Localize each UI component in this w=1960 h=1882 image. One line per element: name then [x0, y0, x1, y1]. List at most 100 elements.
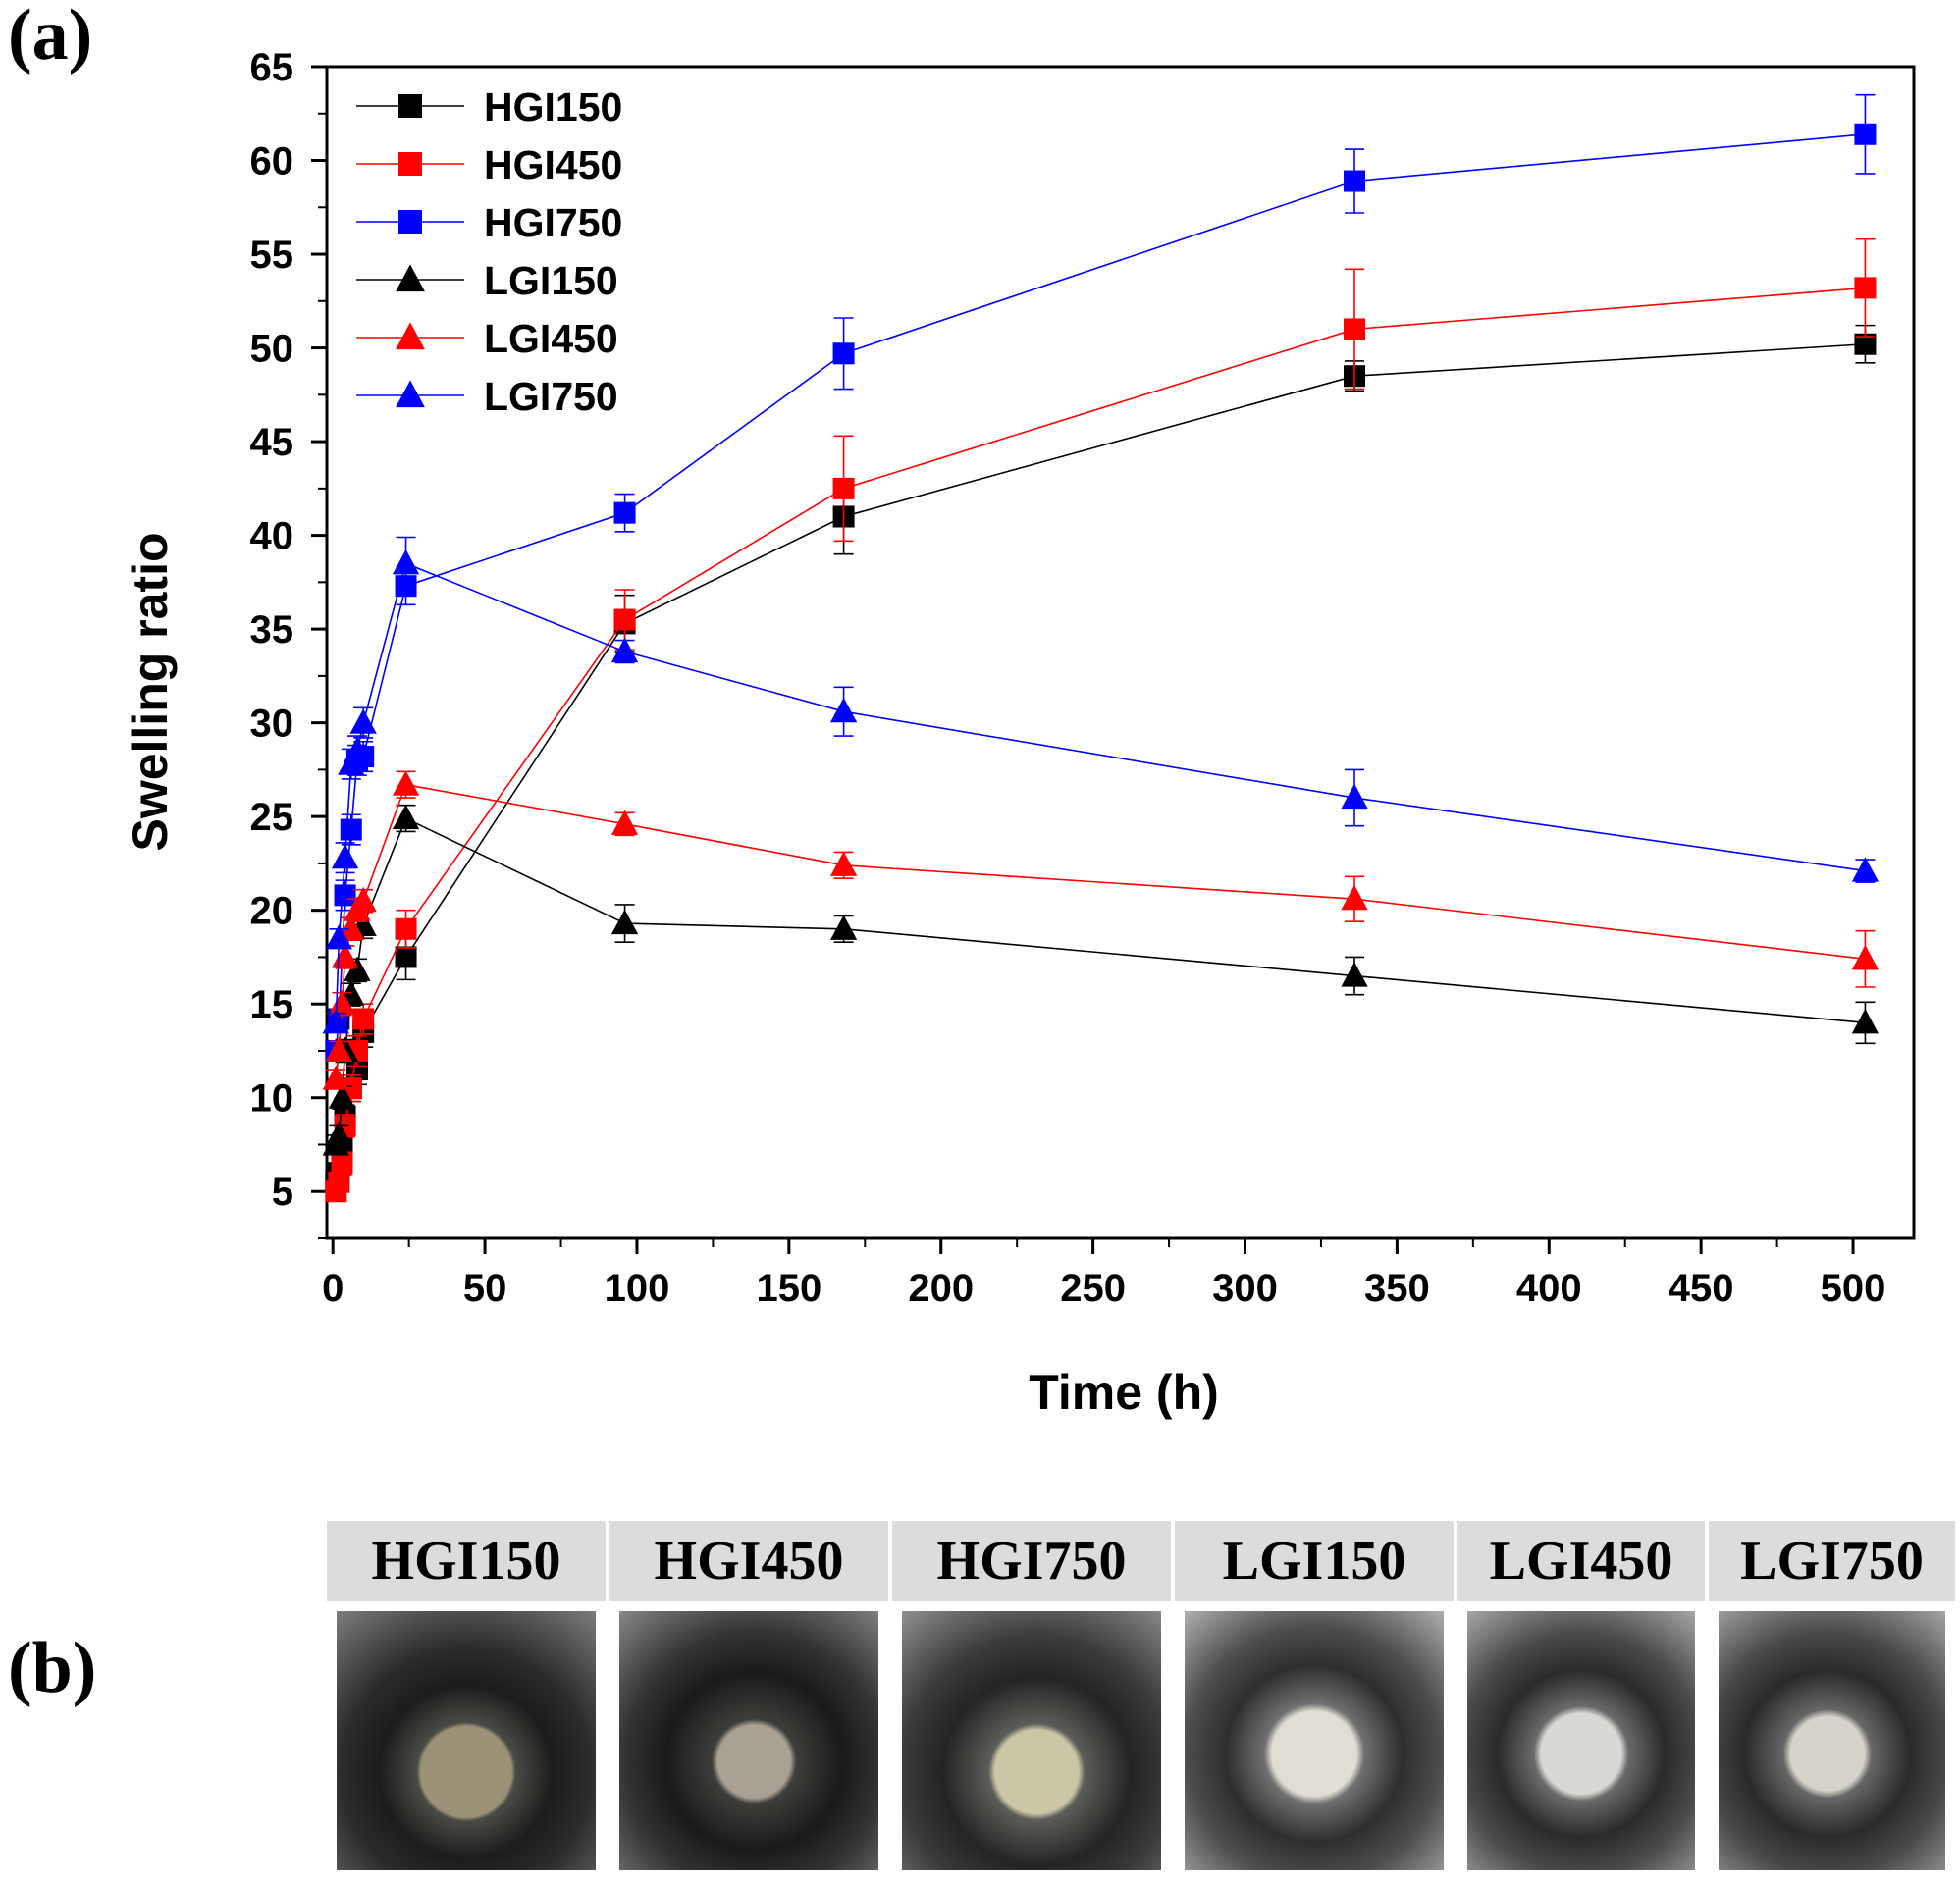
- data-point-lgi750: [325, 924, 353, 950]
- panel-b-label: (b): [8, 1628, 97, 1708]
- legend-label: HGI750: [484, 200, 622, 245]
- data-point-hgi750: [340, 818, 362, 841]
- sample-photo-hgi450: [619, 1611, 878, 1870]
- x-tick-label: 500: [1821, 1267, 1886, 1310]
- x-tick-label: 200: [908, 1267, 974, 1310]
- data-point-hgi450: [1344, 318, 1366, 340]
- series-line-hgi150: [335, 342, 1866, 1182]
- legend-marker: [396, 264, 425, 292]
- x-tick-label: 150: [756, 1267, 821, 1310]
- data-point-lgi450: [325, 1036, 353, 1063]
- legend-label: LGI150: [484, 258, 618, 303]
- y-tick-label: 35: [250, 608, 294, 652]
- y-tick-label: 25: [250, 796, 294, 839]
- legend-marker: [398, 152, 422, 176]
- plot-frame: [325, 65, 1916, 1240]
- x-axis-title: Time (h): [1029, 1365, 1219, 1420]
- sample-photo-lgi450: [1467, 1611, 1695, 1870]
- photo-cell-hgi750: HGI750: [892, 1521, 1171, 1876]
- data-point-lgi750: [1851, 857, 1880, 882]
- data-point-hgi450: [352, 1008, 375, 1030]
- data-point-lgi750: [829, 697, 858, 723]
- data-point-hgi750: [613, 501, 636, 524]
- data-point-lgi450: [610, 810, 639, 835]
- y-tick-label: 60: [250, 140, 294, 183]
- x-tick-label: 100: [605, 1267, 670, 1310]
- y-axis-title: Swelling ratio: [123, 532, 178, 851]
- y-tick-label: 40: [250, 515, 294, 558]
- series-line-lgi450: [335, 783, 1866, 1079]
- legend-label: LGI450: [484, 316, 618, 361]
- data-point-lgi150: [829, 915, 858, 940]
- y-tick-label: 30: [250, 703, 294, 746]
- data-point-lgi150: [325, 1121, 353, 1147]
- series-hgi150: [325, 324, 1877, 1193]
- photo-header-lgi450: LGI450: [1457, 1521, 1705, 1601]
- x-tick-label: 50: [463, 1267, 507, 1310]
- x-tick-label: 250: [1060, 1267, 1126, 1310]
- data-point-hgi450: [832, 477, 855, 499]
- data-point-lgi150: [328, 1083, 356, 1109]
- series-hgi450: [325, 237, 1877, 1203]
- data-point-lgi150: [1851, 1008, 1880, 1034]
- legend-marker: [398, 210, 422, 234]
- photo-header-hgi450: HGI450: [609, 1521, 888, 1601]
- y-tick-label: 10: [250, 1077, 294, 1121]
- data-point-lgi150: [392, 804, 420, 830]
- sample-photo-hgi150: [337, 1611, 596, 1870]
- data-point-lgi450: [1851, 945, 1880, 970]
- legend-marker: [396, 322, 425, 350]
- legend-marker: [396, 380, 425, 408]
- data-point-hgi450: [613, 608, 636, 631]
- photo-cell-lgi450: LGI450: [1457, 1521, 1705, 1876]
- data-point-lgi750: [344, 736, 371, 762]
- legend-label: HGI450: [484, 142, 622, 187]
- series-lgi750: [322, 536, 1880, 1034]
- x-tick-label: 400: [1516, 1267, 1582, 1310]
- photo-cell-hgi150: HGI150: [327, 1521, 606, 1876]
- x-tick-label: 0: [322, 1267, 344, 1310]
- series-lgi150: [322, 804, 1880, 1156]
- data-point-lgi450: [392, 770, 420, 796]
- data-point-lgi750: [349, 708, 377, 734]
- y-tick-label: 20: [250, 890, 294, 933]
- data-point-lgi750: [1341, 783, 1368, 810]
- data-point-hgi450: [1854, 277, 1877, 299]
- data-point-hgi750: [832, 342, 855, 365]
- data-point-lgi450: [1341, 884, 1368, 911]
- sample-photo-hgi750: [902, 1611, 1161, 1870]
- sample-photo-lgi750: [1719, 1611, 1945, 1870]
- photo-cell-lgi750: LGI750: [1709, 1521, 1955, 1876]
- data-point-hgi150: [395, 946, 417, 968]
- photo-cell-hgi450: HGI450: [609, 1521, 888, 1876]
- data-point-lgi150: [344, 956, 371, 981]
- data-point-hgi750: [1854, 123, 1877, 145]
- y-tick-label: 45: [250, 421, 294, 464]
- x-tick-label: 350: [1364, 1267, 1430, 1310]
- series-line-lgi750: [335, 562, 1866, 1023]
- data-point-hgi150: [1854, 333, 1877, 355]
- data-point-lgi150: [1341, 962, 1368, 987]
- series-lgi450: [322, 770, 1880, 1090]
- data-point-lgi450: [322, 1065, 349, 1090]
- y-tick-label: 15: [250, 983, 294, 1026]
- y-tick-label: 65: [250, 46, 294, 89]
- data-point-hgi450: [328, 1171, 350, 1193]
- chart-legend: HGI150 HGI450 HGI750 LGI150 LGI450 LGI750: [356, 84, 622, 419]
- y-tick-label: 55: [250, 234, 294, 277]
- sample-photo-strip: HGI150 HGI450 HGI750 LGI150 LGI450 LGI75…: [327, 1521, 1955, 1876]
- data-point-lgi450: [349, 886, 377, 913]
- photo-cell-lgi150: LGI150: [1175, 1521, 1454, 1876]
- x-tick-label: 450: [1669, 1267, 1734, 1310]
- data-point-hgi750: [1344, 170, 1366, 192]
- data-point-lgi450: [338, 915, 365, 940]
- legend-marker: [398, 94, 422, 118]
- data-point-lgi750: [338, 750, 365, 775]
- legend-label: LGI750: [484, 374, 618, 419]
- photo-header-hgi750: HGI750: [892, 1521, 1171, 1601]
- y-tick-label: 50: [250, 328, 294, 371]
- data-point-lgi450: [328, 989, 356, 1016]
- data-point-lgi450: [829, 851, 858, 876]
- data-point-lgi150: [610, 909, 639, 935]
- data-point-lgi750: [610, 637, 639, 663]
